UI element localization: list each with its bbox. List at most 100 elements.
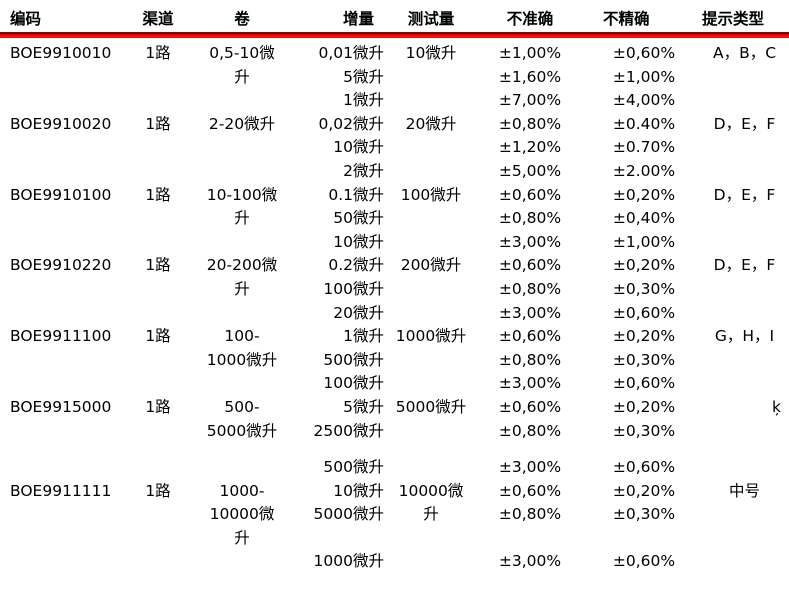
inaccuracy-cell: ±0,80% [498, 505, 562, 524]
increment-cell: 100微升 [323, 374, 384, 393]
table-row: BOE9910020 1路 2-20微升 0,02微升 20微升 ±0,80% … [0, 113, 789, 137]
inaccuracy-cell: ±1,20% [498, 138, 562, 157]
inaccuracy-cell: ±3,00% [498, 374, 562, 393]
type-cell: A，B，C [712, 44, 777, 62]
imprecision-cell: ±0,30% [612, 505, 676, 524]
column-header-test-volume: 测试量 [407, 10, 455, 28]
spec-table: 编码 渠道 卷 增量 测试量 不准确 不精确 提示类型 BOE9910010 1… [0, 8, 789, 574]
empty-cell [588, 527, 700, 551]
document-page: { "colors":{ "rule-dark":"#7c0604", "rul… [0, 8, 789, 599]
imprecision-cell: ±4,00% [612, 91, 676, 110]
test-volume-cell: 10微升 [405, 44, 457, 62]
increment-cell: 50微升 [333, 209, 384, 228]
column-header-imprecision: 不精确 [603, 10, 650, 28]
type-cell: D，E，F [713, 185, 776, 204]
table-header: 编码 渠道 卷 增量 测试量 不准确 不精确 提示类型 [0, 8, 789, 42]
table-row: 10微升 ±3,00% ±1,00% [0, 231, 789, 255]
type-cell: D，E，F [713, 114, 776, 133]
increment-cell: 5微升 [343, 397, 384, 416]
inaccuracy-cell: ±0,80% [498, 350, 562, 369]
table-row: BOE9911111 1路 1000- 10000微 升 10微升 10000微… [0, 480, 789, 547]
column-header-volume: 卷 [234, 10, 250, 28]
inaccuracy-cell: ±3,00% [498, 232, 562, 251]
inaccuracy-cell: ±3,00% [498, 458, 562, 477]
inaccuracy-cell: ±0,80% [498, 421, 562, 440]
column-header-inaccuracy: 不准确 [506, 10, 554, 28]
table-body: BOE9910010 1路 0,5-10微 升 0,01微升 10微升 ±1,0… [0, 42, 789, 574]
table-row: BOE9910010 1路 0,5-10微 升 0,01微升 10微升 ±1,0… [0, 42, 789, 86]
table-row: 500微升 ±3,00% ±0,60% [0, 456, 789, 480]
test-volume-cell: 20微升 [405, 114, 457, 133]
table-row: BOE9910220 1路 20-200微 升 0.2微升 200微升 ±0,6… [0, 254, 789, 298]
increment-cell: 5微升 [343, 67, 384, 86]
table-row: 2微升 ±5,00% ±2.00% [0, 160, 789, 184]
inaccuracy-cell: ±0,60% [498, 481, 562, 500]
column-header-code: 编码 [10, 10, 42, 28]
increment-cell: 0,02微升 [318, 114, 384, 133]
inaccuracy-cell: ±1,00% [498, 44, 562, 62]
imprecision-cell: ±0,40% [612, 209, 676, 228]
empty-cell [472, 443, 588, 456]
volume-cell: 10-100微 升 [206, 185, 278, 228]
empty-cell [588, 443, 700, 456]
increment-cell: 10微升 [333, 138, 384, 157]
inaccuracy-cell: ±0,80% [498, 114, 562, 133]
code-cell: BOE9910100 [10, 185, 112, 204]
increment-cell: 2500微升 [313, 421, 384, 440]
table-row: 100微升 ±0,80% ±0,30% [0, 278, 789, 302]
code-cell: BOE9910010 [10, 44, 112, 62]
volume-cell: 0,5-10微 升 [209, 44, 275, 86]
channel-cell: 1路 [145, 114, 171, 133]
increment-cell: 10微升 [333, 232, 384, 251]
imprecision-cell: ±0,60% [612, 374, 676, 393]
imprecision-cell: ±0,60% [612, 458, 676, 477]
header-rule-row [0, 30, 789, 42]
type-cell: D，E，F [713, 256, 776, 275]
code-cell: BOE9911111 [10, 481, 112, 500]
code-cell: BOE9910020 [10, 114, 112, 133]
volume-cell: 20-200微 升 [206, 256, 278, 298]
imprecision-cell: ±0,30% [612, 350, 676, 369]
increment-cell: 20微升 [333, 303, 384, 322]
empty-cell [298, 527, 390, 551]
imprecision-cell: ±0,60% [612, 303, 676, 322]
increment-cell: 2微升 [343, 161, 384, 180]
inaccuracy-cell: ±7,00% [498, 91, 562, 110]
table-row: BOE9915000 1路 500- 5000微升 5微升 5000微升 ±0,… [0, 396, 789, 440]
code-cell: BOE9915000 [10, 397, 112, 416]
increment-cell: 5000微升 [313, 505, 384, 524]
type-cell: ķ [772, 397, 781, 416]
channel-cell: 1路 [145, 481, 171, 500]
imprecision-cell: ±0,20% [612, 185, 676, 204]
channel-cell: 1路 [145, 327, 171, 346]
test-volume-cell: 10000微 升 [398, 481, 464, 524]
increment-cell: 100微升 [323, 279, 384, 298]
inaccuracy-cell: ±0,80% [498, 209, 562, 228]
table-row: BOE9910100 1路 10-100微 升 0.1微升 100微升 ±0,6… [0, 184, 789, 228]
increment-cell: 0.1微升 [328, 185, 384, 204]
test-volume-cell: 5000微升 [395, 397, 467, 416]
column-header-type: 提示类型 [702, 10, 765, 28]
increment-cell: 500微升 [323, 350, 384, 369]
increment-cell: 500微升 [323, 458, 384, 477]
imprecision-cell: ±0.40% [612, 114, 676, 133]
test-volume-cell: 1000微升 [395, 327, 467, 346]
channel-cell: 1路 [145, 256, 171, 275]
inaccuracy-cell: ±1,60% [498, 67, 562, 86]
test-volume-cell: 200微升 [400, 256, 462, 275]
table-row: 5微升 ±1,60% ±1,00% [0, 66, 789, 90]
imprecision-cell: ±0,20% [612, 327, 676, 346]
table-row: 1微升 ±7,00% ±4,00% [0, 89, 789, 113]
imprecision-cell: ±0,20% [612, 481, 676, 500]
increment-cell: 10微升 [333, 481, 384, 500]
table-row: 50微升 ±0,80% ±0,40% [0, 207, 789, 231]
imprecision-cell: ±0,60% [612, 552, 676, 571]
table-row: 10微升 ±1,20% ±0.70% [0, 136, 789, 160]
volume-cell: 100- 1000微升 [206, 327, 278, 369]
inaccuracy-cell: ±0,60% [498, 397, 562, 416]
empty-cell [298, 443, 390, 456]
column-header-channel: 渠道 [142, 10, 174, 28]
header-underline [0, 32, 789, 38]
imprecision-cell: ±0,30% [612, 421, 676, 440]
increment-cell: 1微升 [343, 327, 384, 346]
